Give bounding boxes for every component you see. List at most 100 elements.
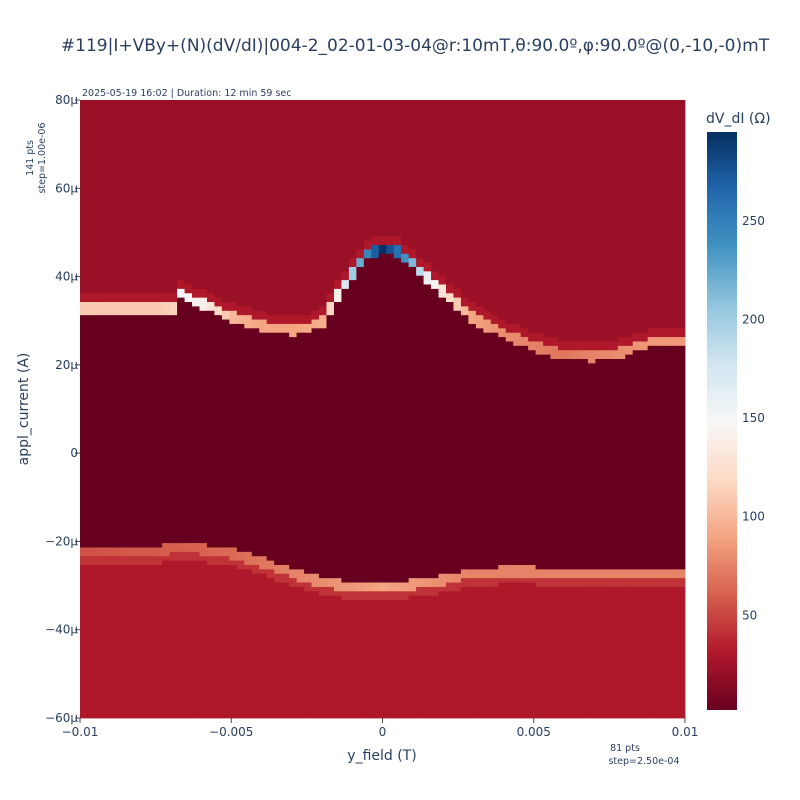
heatmap-column-segment xyxy=(558,341,566,351)
heatmap-column-segment xyxy=(468,310,477,324)
y-tick-label: −20μ xyxy=(45,534,78,548)
heatmap-column-segment xyxy=(460,568,469,579)
heatmap-column-segment xyxy=(460,314,469,570)
heatmap-column-segment xyxy=(281,573,290,583)
heatmap-column-segment xyxy=(244,314,253,329)
heatmap-column-segment xyxy=(184,551,193,561)
heatmap-column-segment xyxy=(625,586,634,719)
heatmap-column-segment xyxy=(475,586,484,719)
heatmap-column-segment xyxy=(408,100,417,250)
heatmap-column-segment xyxy=(311,100,320,311)
heatmap-column-segment xyxy=(356,590,365,601)
heatmap-column-segment xyxy=(386,582,395,592)
heatmap-column-segment xyxy=(251,319,260,329)
heatmap-column-segment xyxy=(117,292,126,303)
heatmap-column-segment xyxy=(610,349,619,359)
heatmap-column-segment xyxy=(363,599,372,719)
heatmap-column-segment xyxy=(229,100,238,303)
heatmap-column-segment xyxy=(341,288,350,583)
heatmap-column-segment xyxy=(460,586,469,719)
heatmap-column-segment xyxy=(505,332,514,342)
heatmap-column-segment xyxy=(266,314,275,324)
heatmap-column-segment xyxy=(139,301,148,316)
heatmap-column-segment xyxy=(109,547,118,557)
heatmap-column-segment xyxy=(363,240,372,250)
heatmap-column-segment xyxy=(206,547,215,557)
heatmap-column-segment xyxy=(259,310,268,320)
heatmap-column-segment xyxy=(595,358,604,570)
heatmap-column-segment xyxy=(632,568,641,579)
heatmap-column-segment xyxy=(333,279,342,289)
heatmap-column-segment xyxy=(184,301,193,544)
heatmap-column-segment xyxy=(595,100,604,342)
heatmap-column-segment xyxy=(356,249,365,259)
heatmap-column-segment xyxy=(558,586,566,719)
heatmap-column-segment xyxy=(453,297,462,311)
heatmap-column-segment xyxy=(274,573,283,583)
heatmap-column-segment xyxy=(438,284,447,298)
heatmap-column-segment xyxy=(520,582,529,719)
heatmap-column-segment xyxy=(109,301,118,316)
heatmap-column-segment xyxy=(124,301,133,316)
heatmap-column-segment xyxy=(184,560,193,719)
heatmap-column-segment xyxy=(184,100,193,285)
heatmap-column-segment xyxy=(132,301,141,316)
heatmap-column-segment xyxy=(251,564,260,574)
heatmap-column-segment xyxy=(162,560,171,719)
heatmap-column-segment xyxy=(304,573,312,583)
heatmap-column-segment xyxy=(565,349,574,359)
heatmap-column-segment xyxy=(543,577,551,587)
heatmap-column-segment xyxy=(677,577,686,587)
heatmap-column-segment xyxy=(572,568,581,579)
heatmap-column-segment xyxy=(162,555,171,561)
heatmap-column-segment xyxy=(445,590,454,719)
heatmap-column-segment xyxy=(386,599,395,719)
y-tick-label: 80μ xyxy=(55,93,78,107)
heatmap-column-segment xyxy=(221,547,230,557)
heatmap-column-segment xyxy=(505,341,514,565)
heatmap-column-segment xyxy=(80,564,88,719)
heatmap-column-segment xyxy=(162,301,171,316)
heatmap-column-segment xyxy=(80,547,88,557)
heatmap-column-segment xyxy=(147,292,156,303)
heatmap-column-segment xyxy=(147,547,156,557)
heatmap-column-segment xyxy=(453,573,462,583)
heatmap-column-segment xyxy=(677,327,686,338)
heatmap-column-segment xyxy=(319,314,327,329)
heatmap-column-segment xyxy=(483,100,492,311)
heatmap-column-segment xyxy=(124,292,133,303)
x-points-annotation: 81 pts xyxy=(610,743,640,754)
heatmap-column-segment xyxy=(274,323,283,333)
y-tick-label: 20μ xyxy=(55,358,78,372)
heatmap-column-segment xyxy=(102,301,111,316)
heatmap-column-segment xyxy=(229,323,238,548)
heatmap-column-segment xyxy=(520,564,529,579)
heatmap-column-segment xyxy=(102,100,111,294)
heatmap-column-segment xyxy=(162,100,171,294)
x-tick-label: −0.005 xyxy=(209,725,253,739)
heatmap-column-segment xyxy=(677,586,686,719)
heatmap-column-segment xyxy=(94,314,103,548)
heatmap-column-segment xyxy=(543,345,551,355)
heatmap-column-segment xyxy=(251,327,260,557)
heatmap-column-segment xyxy=(416,595,424,719)
heatmap-column-segment xyxy=(102,314,111,548)
heatmap-column-segment xyxy=(341,599,350,719)
heatmap-column-segment xyxy=(192,288,200,298)
heatmap-column-segment xyxy=(319,327,327,579)
heatmap-column-segment xyxy=(595,349,604,359)
heatmap-column-segment xyxy=(274,100,283,316)
heatmap-column-segment xyxy=(662,327,671,338)
heatmap-column-segment xyxy=(124,555,133,565)
heatmap-column-segment xyxy=(281,582,290,719)
heatmap-column-segment xyxy=(535,577,544,587)
heatmap-column-segment xyxy=(572,349,581,359)
heatmap-column-segment xyxy=(281,323,290,333)
heatmap-column-segment xyxy=(214,314,223,548)
heatmap-column-segment xyxy=(87,555,96,565)
heatmap-column-segment xyxy=(617,358,626,570)
heatmap-column-segment xyxy=(251,310,260,320)
heatmap-column-segment xyxy=(154,555,163,565)
heatmap-column-segment xyxy=(139,564,148,719)
heatmap-column-segment xyxy=(505,100,514,324)
